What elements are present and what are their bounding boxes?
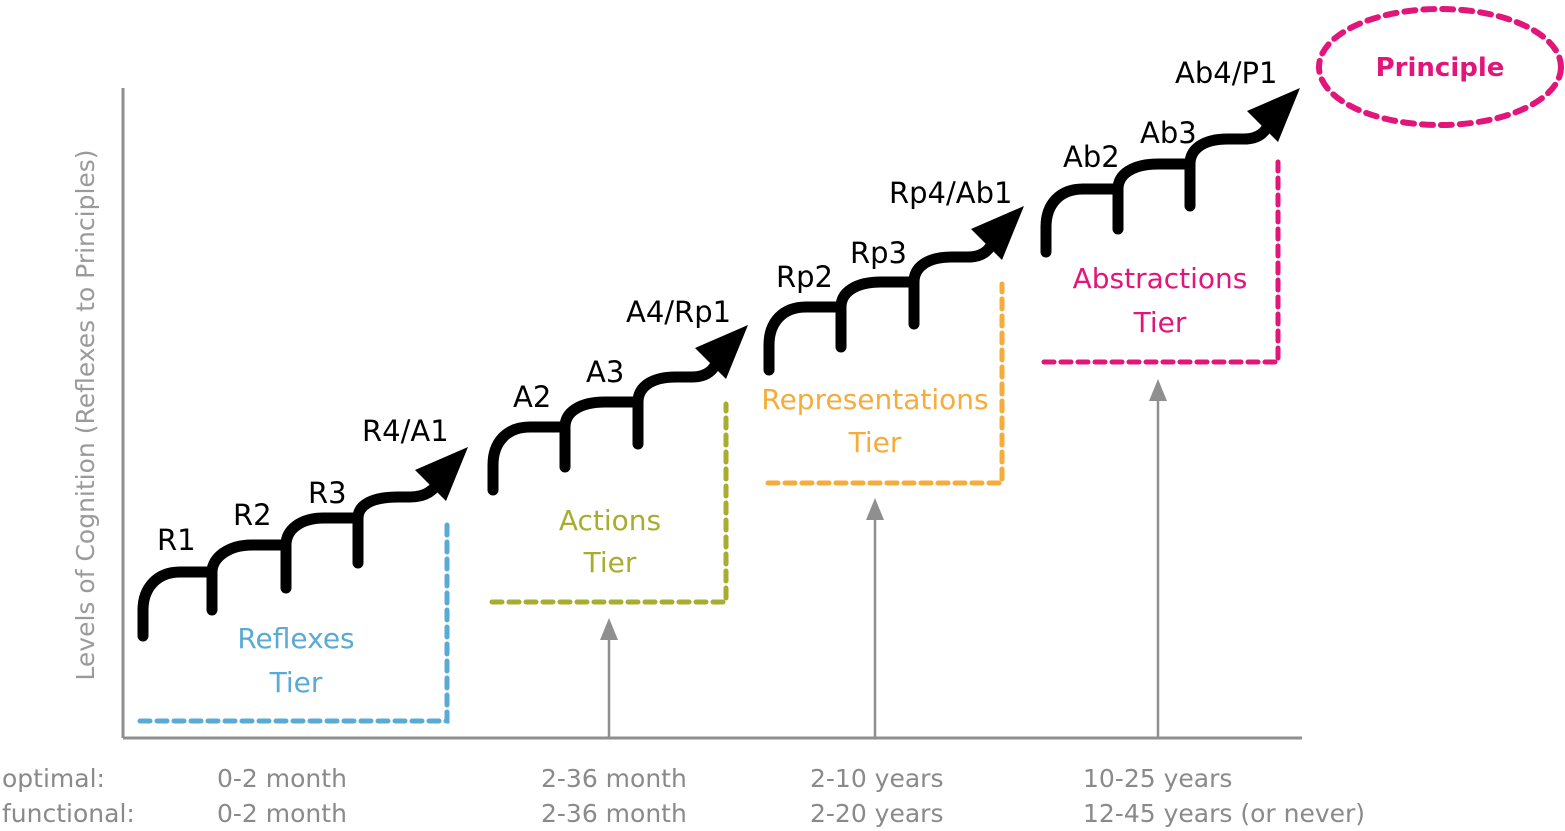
level-label-r2: R2 xyxy=(233,498,272,532)
tier-reflexes: R1 R2 R3 R4/A1 Reflexes Tier xyxy=(137,414,468,724)
tier-word-actions: Tier xyxy=(583,546,637,579)
abstractions-tier-box xyxy=(1041,159,1281,365)
reflexes-staircase xyxy=(137,473,446,642)
representations-staircase xyxy=(763,234,1000,376)
abstractions-staircase xyxy=(1040,116,1276,258)
reflexes-arrow-head-icon xyxy=(415,447,468,501)
tier-name-reflexes: Reflexes xyxy=(237,622,354,655)
level-label-ab3: Ab3 xyxy=(1140,116,1197,150)
level-label-ab4-p1: Ab4/P1 xyxy=(1175,56,1277,90)
tier-word-reflexes: Tier xyxy=(269,666,323,699)
tier-representations: Rp2 Rp3 Rp4/Ab1 Representations Tier xyxy=(761,176,1024,738)
row-label-functional: functional: xyxy=(2,799,135,828)
level-label-ab2: Ab2 xyxy=(1063,140,1120,174)
level-label-a3: A3 xyxy=(586,355,624,389)
row-label-optimal: optimal: xyxy=(2,764,105,793)
reflexes-tier-box xyxy=(137,521,450,724)
tier-name-abstractions: Abstractions xyxy=(1073,262,1248,295)
principle-goal: Principle xyxy=(1316,6,1564,128)
tier-abstractions: Ab2 Ab3 Ab4/P1 Abstractions Tier xyxy=(1040,56,1300,738)
abstractions-time-arrow-head-icon xyxy=(1149,379,1167,401)
principle-label: Principle xyxy=(1376,53,1505,83)
representations-arrow-head-icon xyxy=(971,206,1024,260)
level-label-a4-rp1: A4/Rp1 xyxy=(626,295,731,329)
functional-representations: 2-20 years xyxy=(810,799,943,828)
tier-word-representations: Tier xyxy=(848,426,902,459)
actions-time-arrow-head-icon xyxy=(600,618,618,640)
principle-ellipse xyxy=(1316,6,1564,128)
level-label-rp4-ab1: Rp4/Ab1 xyxy=(889,176,1012,210)
representations-time-arrow-head-icon xyxy=(866,498,884,520)
actions-tier-box xyxy=(489,401,729,605)
level-label-r4-a1: R4/A1 xyxy=(362,414,449,448)
optimal-actions: 2-36 month xyxy=(541,764,687,793)
tier-word-abstractions: Tier xyxy=(1133,306,1187,339)
representations-tier-box xyxy=(765,281,1005,486)
functional-reflexes: 0-2 month xyxy=(217,799,347,828)
functional-actions: 2-36 month xyxy=(541,799,687,828)
level-label-r1: R1 xyxy=(157,523,196,557)
level-label-rp3: Rp3 xyxy=(850,236,907,270)
level-label-rp2: Rp2 xyxy=(776,260,833,294)
optimal-reflexes: 0-2 month xyxy=(217,764,347,793)
optimal-representations: 2-10 years xyxy=(810,764,943,793)
level-label-a2: A2 xyxy=(513,380,551,414)
optimal-abstractions: 10-25 years xyxy=(1083,764,1232,793)
actions-arrow-head-icon xyxy=(695,325,748,379)
y-axis-label: Levels of Cognition (Reflexes to Princip… xyxy=(71,149,100,680)
actions-staircase xyxy=(487,354,724,496)
tier-name-representations: Representations xyxy=(761,383,988,416)
functional-abstractions: 12-45 years (or never) xyxy=(1083,799,1365,828)
level-label-r3: R3 xyxy=(308,476,347,510)
tier-name-actions: Actions xyxy=(559,504,661,537)
abstractions-arrow-head-icon xyxy=(1247,88,1300,142)
tier-actions: A2 A3 A4/Rp1 Actions Tier xyxy=(487,295,748,738)
